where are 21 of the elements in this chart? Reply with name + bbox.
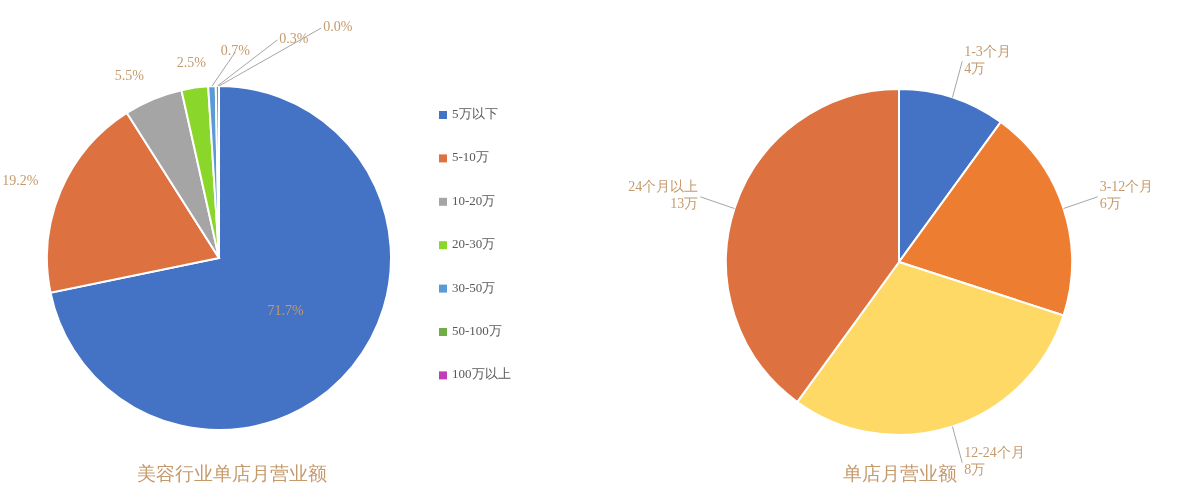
legend-label: 50-100万: [452, 322, 502, 338]
legend-label: 30-50万: [452, 279, 496, 295]
text: 美容行业单店月营业额: [137, 463, 327, 484]
slice-label: 3-12个月 6万: [1099, 179, 1154, 212]
legend-label: 20-30万: [452, 236, 496, 252]
data-label: 0.7%: [220, 43, 251, 59]
slice-label: 1-3个月 4万: [964, 44, 1011, 77]
pie-slice: [49, 85, 392, 431]
data-label: 71.7%: [267, 303, 305, 319]
data-label: 0.3%: [279, 31, 309, 47]
text: 0.0%: [323, 19, 353, 35]
slice-label: 24个月以上 13万: [628, 179, 699, 212]
slice-label: 12-24个月 8万: [964, 445, 1025, 478]
legend-label: 10-20万: [452, 192, 496, 208]
legend-label: 100万以上: [452, 366, 511, 382]
text: 单店月营业额: [843, 463, 957, 484]
legend-label: 5-10万: [452, 149, 489, 165]
data-label: 2.5%: [176, 55, 207, 71]
data-label: 5.5%: [114, 68, 145, 84]
data-label: 19.2%: [2, 172, 39, 188]
legend-label: 5万以下: [452, 105, 498, 121]
